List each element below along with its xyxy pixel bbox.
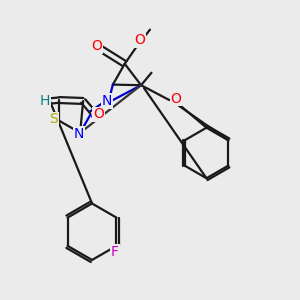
Text: O: O: [91, 39, 102, 53]
Text: O: O: [134, 33, 145, 47]
Text: N: N: [74, 127, 84, 141]
Text: S: S: [50, 112, 58, 126]
Text: N: N: [102, 94, 112, 108]
Text: O: O: [170, 92, 181, 106]
Text: H: H: [39, 94, 50, 108]
Text: F: F: [111, 245, 119, 259]
Text: O: O: [93, 107, 104, 121]
